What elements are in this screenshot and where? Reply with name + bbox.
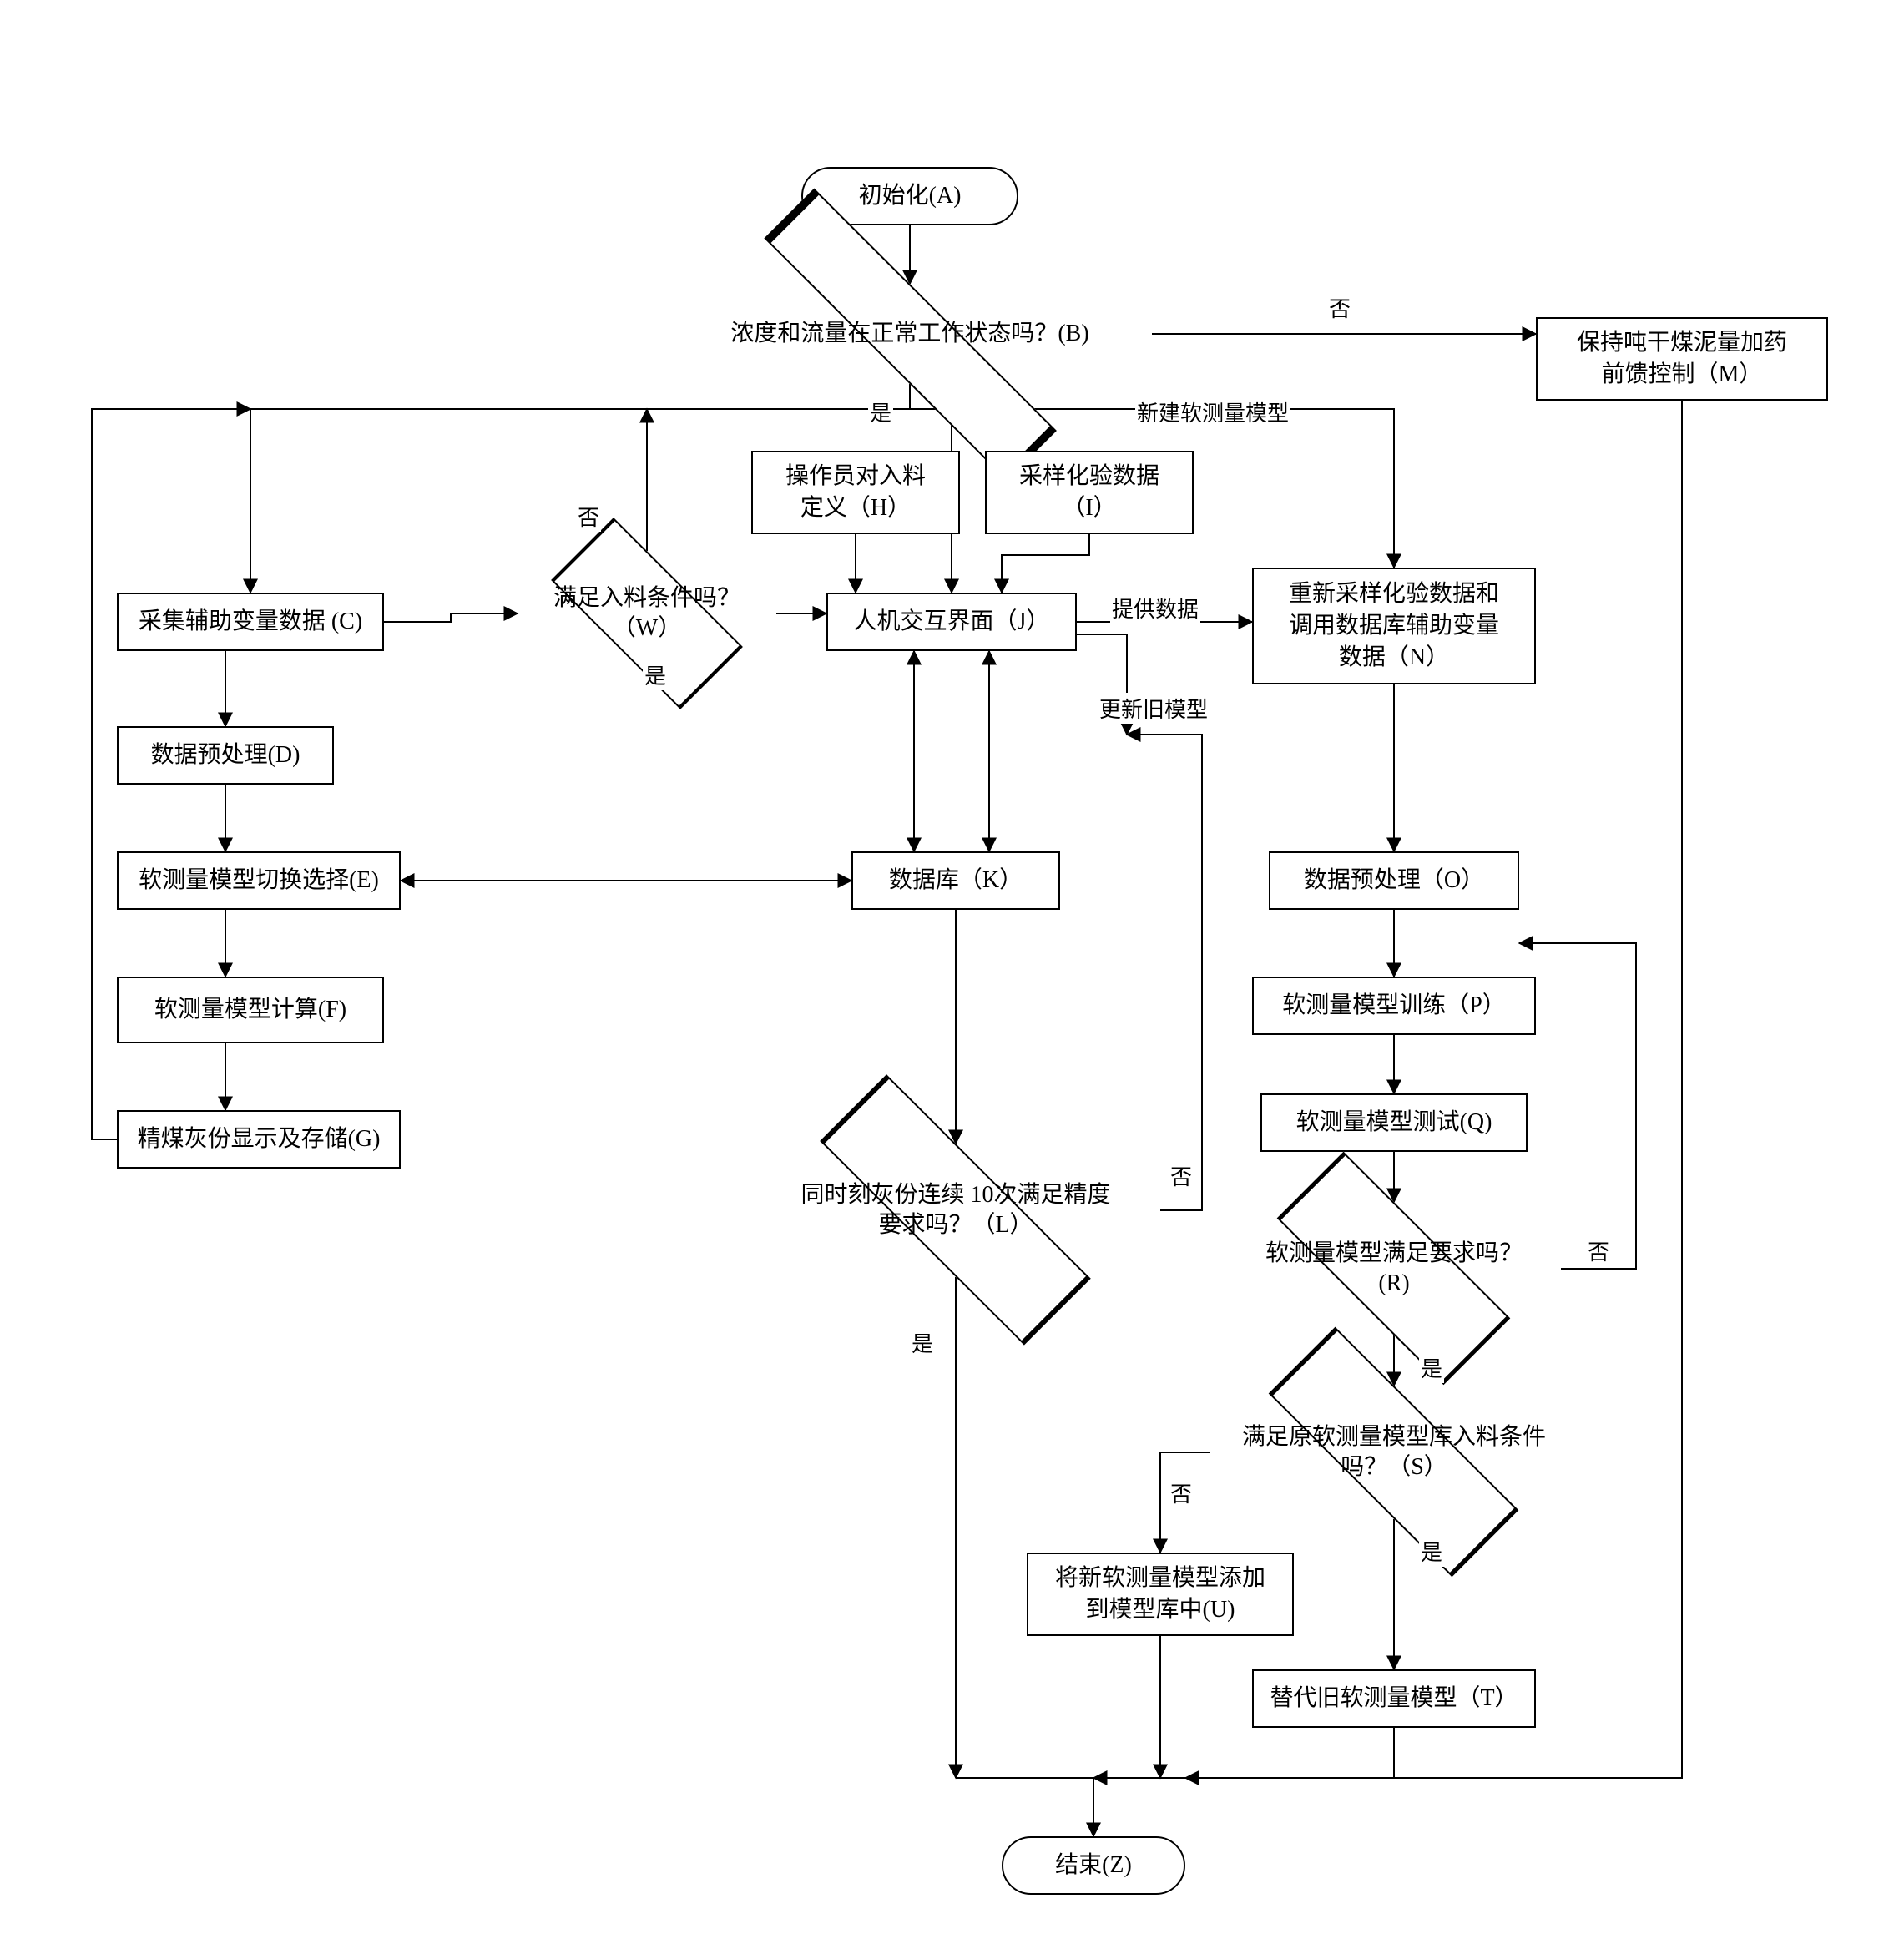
node-W-label: 满足入料条件吗？（W） xyxy=(518,551,776,676)
node-L-label: 同时刻灰份连续 10次满足精度要求吗？（L） xyxy=(751,1144,1160,1277)
edge-S-yes-label: 是 xyxy=(1419,1536,1444,1567)
node-Q: 软测量模型测试(Q) xyxy=(1260,1093,1528,1152)
node-R-label: 软测量模型满足要求吗？(R) xyxy=(1227,1202,1561,1335)
edge-B-y-label: 是 xyxy=(868,396,893,427)
edge-W-J-label: 是 xyxy=(643,659,668,690)
edge-J-N-label: 提供数据 xyxy=(1110,593,1200,624)
node-C: 采集辅助变量数据 (C) xyxy=(117,593,384,651)
edge-R-yes-label: 是 xyxy=(1419,1352,1444,1383)
node-O: 数据预处理（O） xyxy=(1269,851,1519,910)
node-E: 软测量模型切换选择(E) xyxy=(117,851,401,910)
node-K: 数据库（K） xyxy=(851,851,1060,910)
flowchart-canvas: 初始化(A)浓度和流量在正常工作状态吗？(B)保持吨干煤泥量加药前馈控制（M）操… xyxy=(0,0,1904,1954)
edge-S-no-label: 否 xyxy=(1169,1477,1194,1508)
node-H: 操作员对入料定义（H） xyxy=(751,451,960,534)
node-L: 同时刻灰份连续 10次满足精度要求吗？（L） xyxy=(751,1144,1160,1277)
node-N: 重新采样化验数据和调用数据库辅助变量数据（N） xyxy=(1252,568,1536,684)
edge-J-upd-label: 更新旧模型 xyxy=(1098,693,1210,724)
node-D: 数据预处理(D) xyxy=(117,726,334,785)
node-I: 采样化验数据（I） xyxy=(985,451,1194,534)
node-B: 浓度和流量在正常工作状态吗？(B) xyxy=(668,284,1152,384)
node-Z: 结束(Z) xyxy=(1002,1836,1185,1895)
node-R: 软测量模型满足要求吗？(R) xyxy=(1227,1202,1561,1335)
edge-W-no-label: 否 xyxy=(576,501,601,532)
edge-B-N-label: 新建软测量模型 xyxy=(1135,396,1290,427)
node-J: 人机交互界面（J） xyxy=(826,593,1077,651)
node-P: 软测量模型训练（P） xyxy=(1252,977,1536,1035)
edge-C-W xyxy=(384,613,518,622)
node-S: 满足原软测量模型库入料条件吗？（S） xyxy=(1210,1386,1578,1519)
node-B-label: 浓度和流量在正常工作状态吗？(B) xyxy=(668,284,1152,384)
edge-B-M-label: 否 xyxy=(1327,292,1352,323)
node-T: 替代旧软测量模型（T） xyxy=(1252,1669,1536,1728)
edge-mrg-Z xyxy=(956,1778,1093,1836)
node-G: 精煤灰份显示及存储(G) xyxy=(117,1110,401,1169)
node-U: 将新软测量模型添加到模型库中(U) xyxy=(1027,1553,1294,1636)
node-W: 满足入料条件吗？（W） xyxy=(518,551,776,676)
node-M: 保持吨干煤泥量加药前馈控制（M） xyxy=(1536,317,1828,401)
edge-R-no-label: 否 xyxy=(1586,1235,1611,1266)
node-F: 软测量模型计算(F) xyxy=(117,977,384,1043)
edge-L-no xyxy=(1127,735,1202,1210)
edge-I-J xyxy=(1002,534,1089,593)
edge-L-no-label: 否 xyxy=(1169,1160,1194,1191)
node-S-label: 满足原软测量模型库入料条件吗？（S） xyxy=(1210,1386,1578,1519)
edge-T-Z xyxy=(1093,1728,1394,1778)
edge-L-yes-label: 是 xyxy=(910,1327,935,1358)
